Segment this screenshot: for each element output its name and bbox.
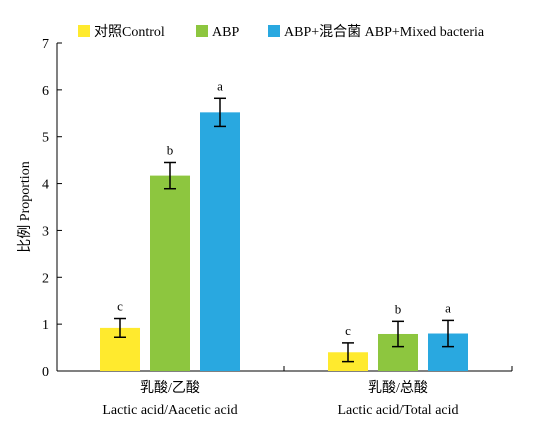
legend-swatch [78, 25, 90, 37]
legend: 对照Control ABP ABP+混合菌 ABP+Mixed bacteria [78, 24, 485, 40]
x-category-label-cn: 乳酸/乙酸 [140, 380, 200, 396]
bar [150, 175, 190, 371]
significance-letter: a [217, 78, 223, 93]
legend-label: ABP [212, 25, 239, 40]
x-category-label-en: Lactic acid/Aacetic acid [102, 403, 237, 418]
y-tick-label: 1 [42, 318, 49, 333]
y-tick-label: 3 [42, 224, 49, 239]
significance-letter: c [345, 323, 351, 338]
bar [200, 112, 240, 371]
legend-swatch [196, 25, 208, 37]
y-tick-label: 5 [42, 131, 49, 146]
legend-label: 对照Control [94, 24, 165, 40]
bars: c c b b a a [100, 78, 468, 371]
legend-label: ABP+混合菌 ABP+Mixed bacteria [284, 24, 485, 40]
y-tick-label: 6 [42, 84, 49, 99]
significance-letter: a [445, 300, 451, 315]
y-tick-label: 4 [42, 178, 49, 193]
y-tick-label: 2 [42, 271, 49, 286]
y-axis-label: 比例 Proportion [17, 161, 33, 252]
x-category-label-cn: 乳酸/总酸 [368, 380, 428, 396]
x-category-label-en: Lactic acid/Total acid [337, 403, 458, 418]
category-labels: 乳酸/乙酸 Lactic acid/Aacetic acid 乳酸/总酸 Lactic… [102, 380, 458, 418]
legend-swatch [268, 25, 280, 37]
significance-letter: b [167, 142, 174, 157]
significance-letter: c [117, 299, 123, 314]
significance-letter: b [395, 301, 402, 316]
y-tick-label: 7 [42, 37, 49, 52]
y-tick-label: 0 [42, 365, 49, 380]
